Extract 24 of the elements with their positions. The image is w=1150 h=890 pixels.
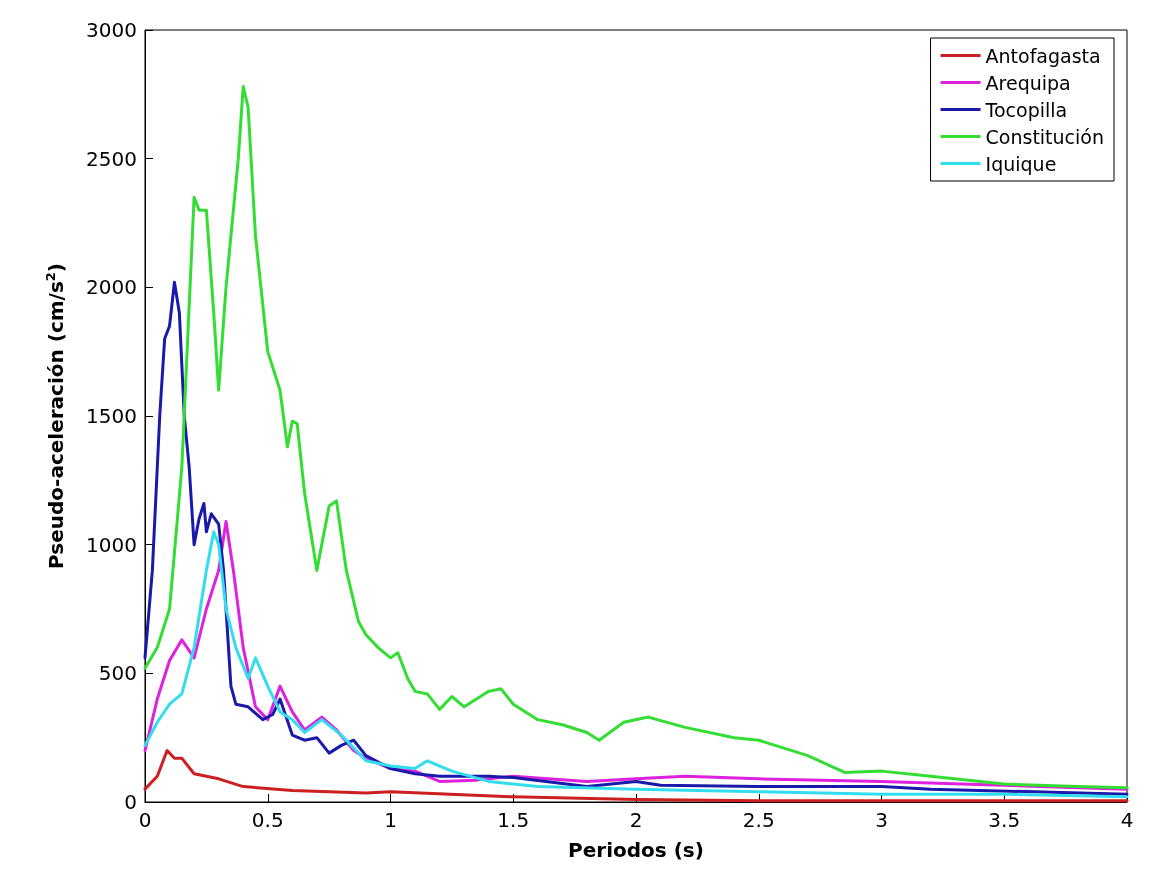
legend-label: Constitución xyxy=(985,125,1105,148)
x-tick-label: 3.5 xyxy=(988,808,1021,832)
line-series xyxy=(143,280,1129,796)
x-axis-title: Periodos (s) xyxy=(568,838,704,862)
x-tick-label: 1.5 xyxy=(497,808,530,832)
x-tick-label: 0.5 xyxy=(251,808,284,832)
legend-label: Arequipa xyxy=(985,71,1071,94)
x-tick-label: 1 xyxy=(384,808,397,832)
y-tick-label: 1000 xyxy=(86,532,137,557)
y-tick-label: 0 xyxy=(124,790,137,814)
y-axis-title: Pseudo-aceleración (cm/s2) xyxy=(43,263,68,569)
legend-label: Iquique xyxy=(985,152,1057,175)
x-tick-label: 3 xyxy=(875,808,888,832)
x-tick-label: 2.5 xyxy=(742,808,775,832)
x-tick-label: 4 xyxy=(1120,808,1134,832)
y-tick-label: 2500 xyxy=(86,146,137,171)
y-tick-label: 2000 xyxy=(86,275,137,300)
y-tick-label: 3000 xyxy=(86,18,137,42)
legend-label: Tocopilla xyxy=(984,98,1068,121)
legend-label: Antofagasta xyxy=(985,44,1101,67)
y-tick-label: 1500 xyxy=(86,404,137,428)
x-tick-label: 0 xyxy=(138,808,152,832)
y-tick-label: 500 xyxy=(98,661,137,686)
x-tick-label: 2 xyxy=(629,808,643,832)
